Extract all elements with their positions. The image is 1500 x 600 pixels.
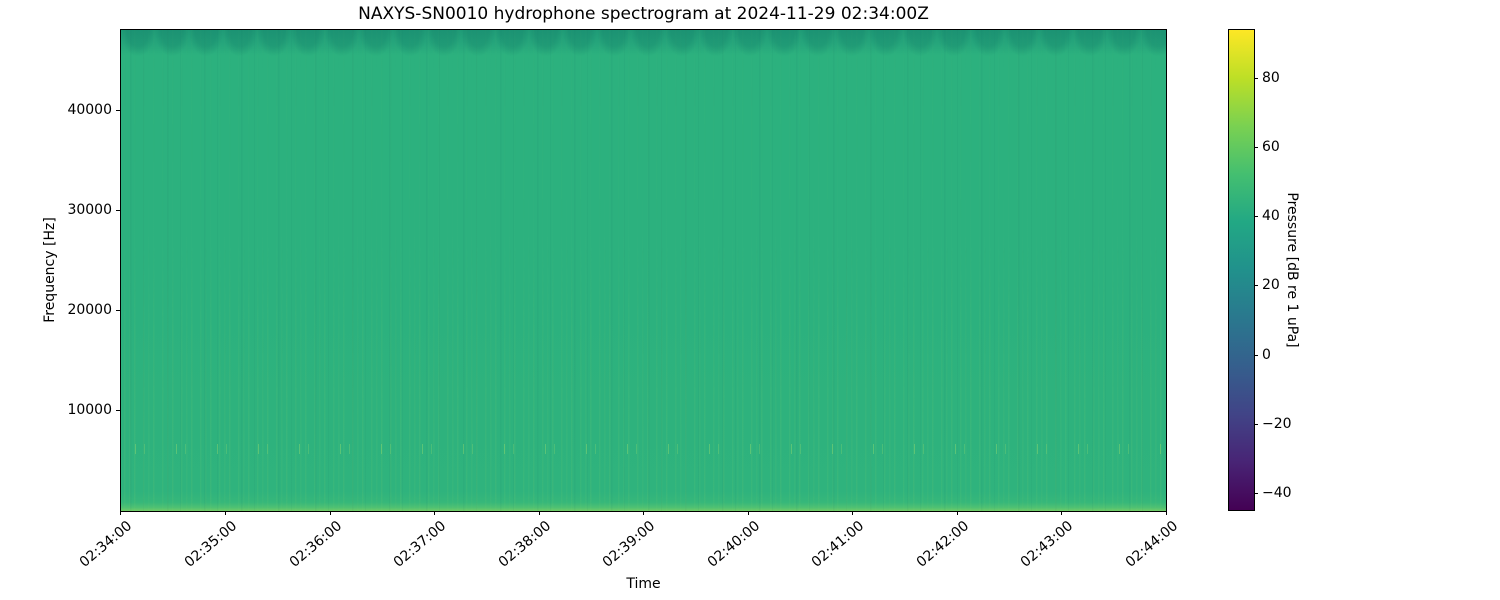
colorbar-tick-label: 20 xyxy=(1262,277,1280,293)
spectrogram-transient-stripes xyxy=(121,30,1166,511)
y-axis-tick xyxy=(116,410,120,411)
colorbar-tick-label: 0 xyxy=(1262,347,1271,363)
spectrogram-nyquist-band xyxy=(121,30,1166,56)
spectrogram-speck-row xyxy=(121,444,1166,454)
colorbar-tick xyxy=(1254,216,1258,217)
y-axis-title: Frequency [Hz] xyxy=(42,217,58,323)
x-axis-tick xyxy=(120,511,121,515)
colorbar-tick xyxy=(1254,424,1258,425)
x-axis-tick xyxy=(1166,511,1167,515)
x-axis-tick xyxy=(748,511,749,515)
y-axis-tick xyxy=(116,210,120,211)
y-axis-tick-label: 20000 xyxy=(67,302,112,318)
y-axis-tick-label: 40000 xyxy=(67,102,112,118)
colorbar-tick xyxy=(1254,78,1258,79)
x-axis-tick xyxy=(330,511,331,515)
spectrogram-dark-stripes xyxy=(121,30,1166,511)
colorbar-title: Pressure [dB re 1 uPa] xyxy=(1284,192,1300,348)
colorbar-gradient xyxy=(1228,29,1255,511)
x-axis-tick xyxy=(1061,511,1062,515)
colorbar-tick-label: 40 xyxy=(1262,208,1280,224)
colorbar-tick xyxy=(1254,285,1258,286)
x-axis-tick xyxy=(957,511,958,515)
colorbar-tick xyxy=(1254,355,1258,356)
colorbar-tick xyxy=(1254,147,1258,148)
x-axis-tick xyxy=(539,511,540,515)
x-axis-tick xyxy=(225,511,226,515)
x-axis-title: Time xyxy=(626,576,661,592)
figure-title: NAXYS-SN0010 hydrophone spectrogram at 2… xyxy=(358,4,929,24)
y-axis-tick-label: 30000 xyxy=(67,202,112,218)
colorbar-tick-label: −20 xyxy=(1262,416,1292,432)
y-axis-tick xyxy=(116,310,120,311)
colorbar-tick xyxy=(1254,493,1258,494)
x-axis-tick xyxy=(434,511,435,515)
colorbar-tick-label: −40 xyxy=(1262,485,1292,501)
spectrogram-image xyxy=(121,30,1166,511)
x-axis-tick xyxy=(852,511,853,515)
x-axis-tick xyxy=(643,511,644,515)
plot-area xyxy=(120,29,1167,512)
colorbar-tick-label: 80 xyxy=(1262,70,1280,86)
colorbar-tick-label: 60 xyxy=(1262,139,1280,155)
y-axis-tick-label: 10000 xyxy=(67,402,112,418)
y-axis-tick xyxy=(116,110,120,111)
